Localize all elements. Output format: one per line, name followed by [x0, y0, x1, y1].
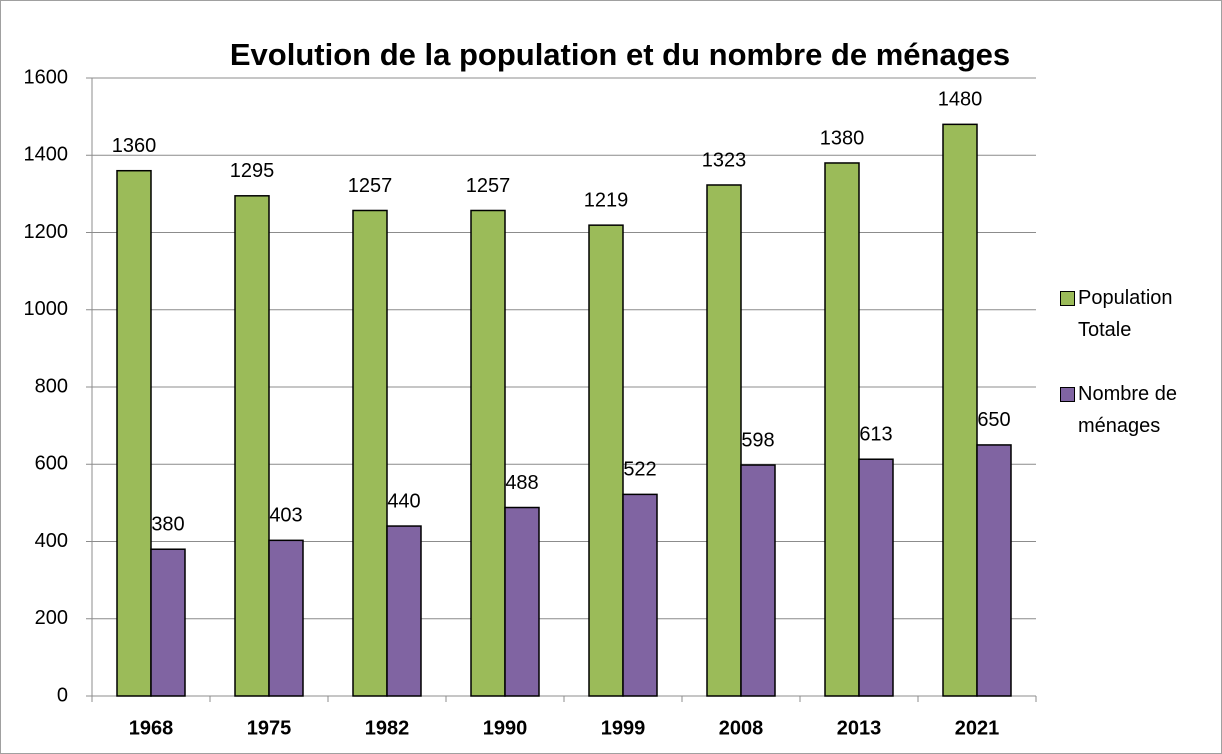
y-tick-label: 1400	[24, 144, 69, 166]
data-label: 1323	[702, 149, 747, 171]
bar	[116, 169, 152, 697]
x-tick-label: 1999	[601, 717, 646, 739]
y-tick-label: 400	[35, 530, 68, 552]
y-tick-label: 1000	[24, 298, 69, 320]
chart-title: Evolution de la population et du nombre …	[230, 37, 1010, 72]
data-label: 1480	[938, 89, 983, 111]
data-label: 403	[269, 505, 302, 527]
data-label: 1219	[584, 189, 629, 211]
data-label: 613	[859, 424, 892, 446]
data-label: 1295	[230, 160, 275, 182]
data-label: 1257	[348, 175, 393, 197]
bar	[858, 458, 894, 697]
bar	[740, 464, 776, 697]
bar	[942, 123, 978, 697]
bar	[470, 209, 506, 697]
x-tick-label: 2013	[837, 717, 882, 739]
data-label: 598	[741, 429, 774, 451]
data-label: 488	[505, 472, 538, 494]
data-label: 522	[623, 459, 656, 481]
bar	[588, 224, 624, 697]
bar	[706, 184, 742, 697]
x-tick-label: 1975	[247, 717, 292, 739]
y-tick-label: 800	[35, 375, 68, 397]
bar	[976, 444, 1012, 697]
x-tick-label: 2008	[719, 717, 764, 739]
y-tick-label: 200	[35, 607, 68, 629]
legend-label: Nombre de ménages	[1078, 383, 1177, 437]
data-label: 1257	[466, 175, 511, 197]
bar	[234, 195, 270, 697]
data-label: 1360	[112, 135, 157, 157]
x-tick-label: 1968	[129, 717, 174, 739]
data-label: 1380	[820, 127, 865, 149]
bar	[824, 162, 860, 697]
legend-swatch	[1060, 387, 1075, 402]
legend-swatch	[1060, 291, 1075, 306]
bar	[352, 209, 388, 697]
x-tick-label: 2021	[955, 717, 1000, 739]
bar	[504, 506, 540, 697]
x-tick-label: 1990	[483, 717, 528, 739]
y-tick-label: 600	[35, 453, 68, 475]
y-tick-label: 0	[57, 684, 68, 706]
bar	[268, 539, 304, 697]
legend-label: Population Totale	[1078, 287, 1173, 341]
data-label: 650	[977, 409, 1010, 431]
data-label: 380	[151, 514, 184, 536]
bar	[150, 548, 186, 697]
data-label: 440	[387, 490, 420, 512]
y-tick-label: 1600	[24, 66, 69, 88]
bar	[622, 493, 658, 697]
bar	[386, 525, 422, 697]
y-tick-label: 1200	[24, 221, 69, 243]
x-tick-label: 1982	[365, 717, 410, 739]
